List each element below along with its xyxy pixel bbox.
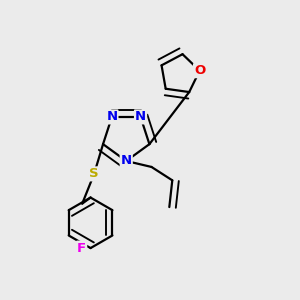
Text: S: S	[89, 167, 99, 180]
Text: F: F	[77, 242, 86, 255]
Text: N: N	[106, 110, 118, 123]
Text: N: N	[135, 110, 146, 123]
Text: O: O	[194, 64, 205, 77]
Text: N: N	[121, 154, 132, 167]
